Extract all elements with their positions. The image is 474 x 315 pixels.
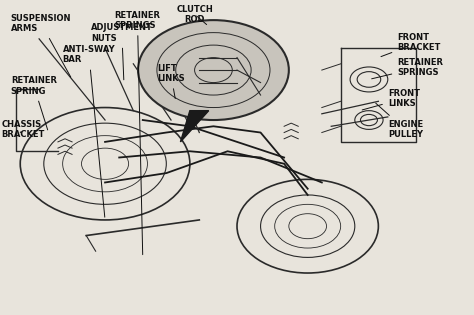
Text: RETAINER
SPRING: RETAINER SPRING [11, 76, 57, 130]
Text: FRONT
LINKS: FRONT LINKS [362, 89, 420, 110]
Text: LIFT
LINKS: LIFT LINKS [157, 64, 184, 99]
Text: CLUTCH
ROD: CLUTCH ROD [176, 4, 213, 25]
Text: RETAINER
SPRINGS: RETAINER SPRINGS [115, 11, 161, 255]
Text: SUSPENSION
ARMS: SUSPENSION ARMS [11, 14, 71, 77]
Text: ENGINE
PULLEY: ENGINE PULLEY [376, 103, 423, 140]
Text: RETAINER
SPRINGS: RETAINER SPRINGS [372, 58, 443, 79]
Circle shape [138, 20, 289, 120]
Text: CHASSIS
BRACKET: CHASSIS BRACKET [1, 120, 45, 140]
Text: FRONT
BRACKET: FRONT BRACKET [381, 33, 441, 57]
Text: ANTI-SWAY
BAR: ANTI-SWAY BAR [63, 45, 115, 217]
Text: ADJUSTMENT
NUTS: ADJUSTMENT NUTS [91, 23, 153, 80]
Polygon shape [181, 111, 209, 142]
